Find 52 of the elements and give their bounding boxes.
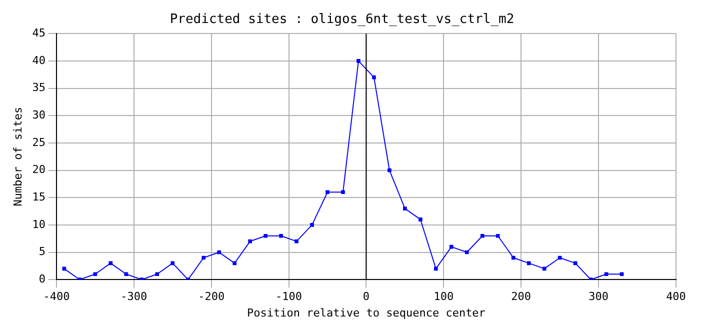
y-tick-label: 0 bbox=[38, 272, 46, 286]
point bbox=[310, 223, 314, 227]
point bbox=[294, 239, 298, 244]
point bbox=[418, 218, 422, 222]
point bbox=[372, 75, 376, 80]
point bbox=[356, 59, 360, 63]
point bbox=[93, 272, 98, 276]
point bbox=[279, 234, 283, 238]
point bbox=[217, 250, 221, 254]
point bbox=[464, 250, 469, 254]
x-tick-label: 0 bbox=[362, 290, 370, 304]
point bbox=[341, 190, 345, 194]
x-tick-label: 300 bbox=[588, 290, 608, 304]
y-tick-label: 20 bbox=[32, 163, 46, 176]
y-tick-label: 5 bbox=[38, 245, 46, 258]
x-tick-label: 200 bbox=[511, 290, 532, 304]
x-tick-label: 100 bbox=[434, 290, 454, 304]
y-tick-label: 45 bbox=[32, 26, 46, 40]
chart-title: Predicted sites : oligos_6nt_test_vs_ctrl_m2 bbox=[170, 12, 514, 28]
point bbox=[202, 256, 206, 260]
y-tick-label: 10 bbox=[32, 218, 46, 231]
x-tick-label: -200 bbox=[198, 290, 225, 304]
point bbox=[542, 266, 546, 271]
x-tick-label: 400 bbox=[666, 290, 686, 304]
point bbox=[232, 261, 236, 266]
point bbox=[388, 168, 392, 172]
point bbox=[264, 234, 268, 238]
y-tick-label: 30 bbox=[32, 108, 46, 122]
point bbox=[326, 190, 330, 194]
point bbox=[248, 239, 252, 244]
y-axis-title: Number of sites bbox=[11, 106, 24, 206]
y-tick-label: 15 bbox=[32, 190, 46, 204]
point bbox=[108, 261, 113, 266]
y-tick-label: 25 bbox=[32, 136, 46, 149]
y-tick-label: 35 bbox=[32, 81, 46, 94]
point bbox=[526, 261, 531, 266]
point bbox=[434, 266, 438, 271]
x-tick-label: -300 bbox=[120, 290, 148, 304]
point bbox=[449, 244, 454, 249]
x-tick-label: -400 bbox=[43, 290, 70, 304]
point bbox=[511, 256, 516, 260]
point bbox=[480, 234, 484, 238]
point bbox=[155, 272, 160, 276]
point bbox=[403, 206, 407, 210]
x-tick-label: -100 bbox=[276, 290, 302, 304]
y-tick-label: 40 bbox=[32, 54, 46, 67]
point bbox=[620, 272, 624, 276]
point bbox=[124, 272, 128, 276]
x-axis-title: Position relative to sequence center bbox=[247, 306, 486, 320]
point bbox=[604, 272, 608, 276]
point bbox=[496, 234, 500, 238]
point bbox=[170, 261, 175, 266]
